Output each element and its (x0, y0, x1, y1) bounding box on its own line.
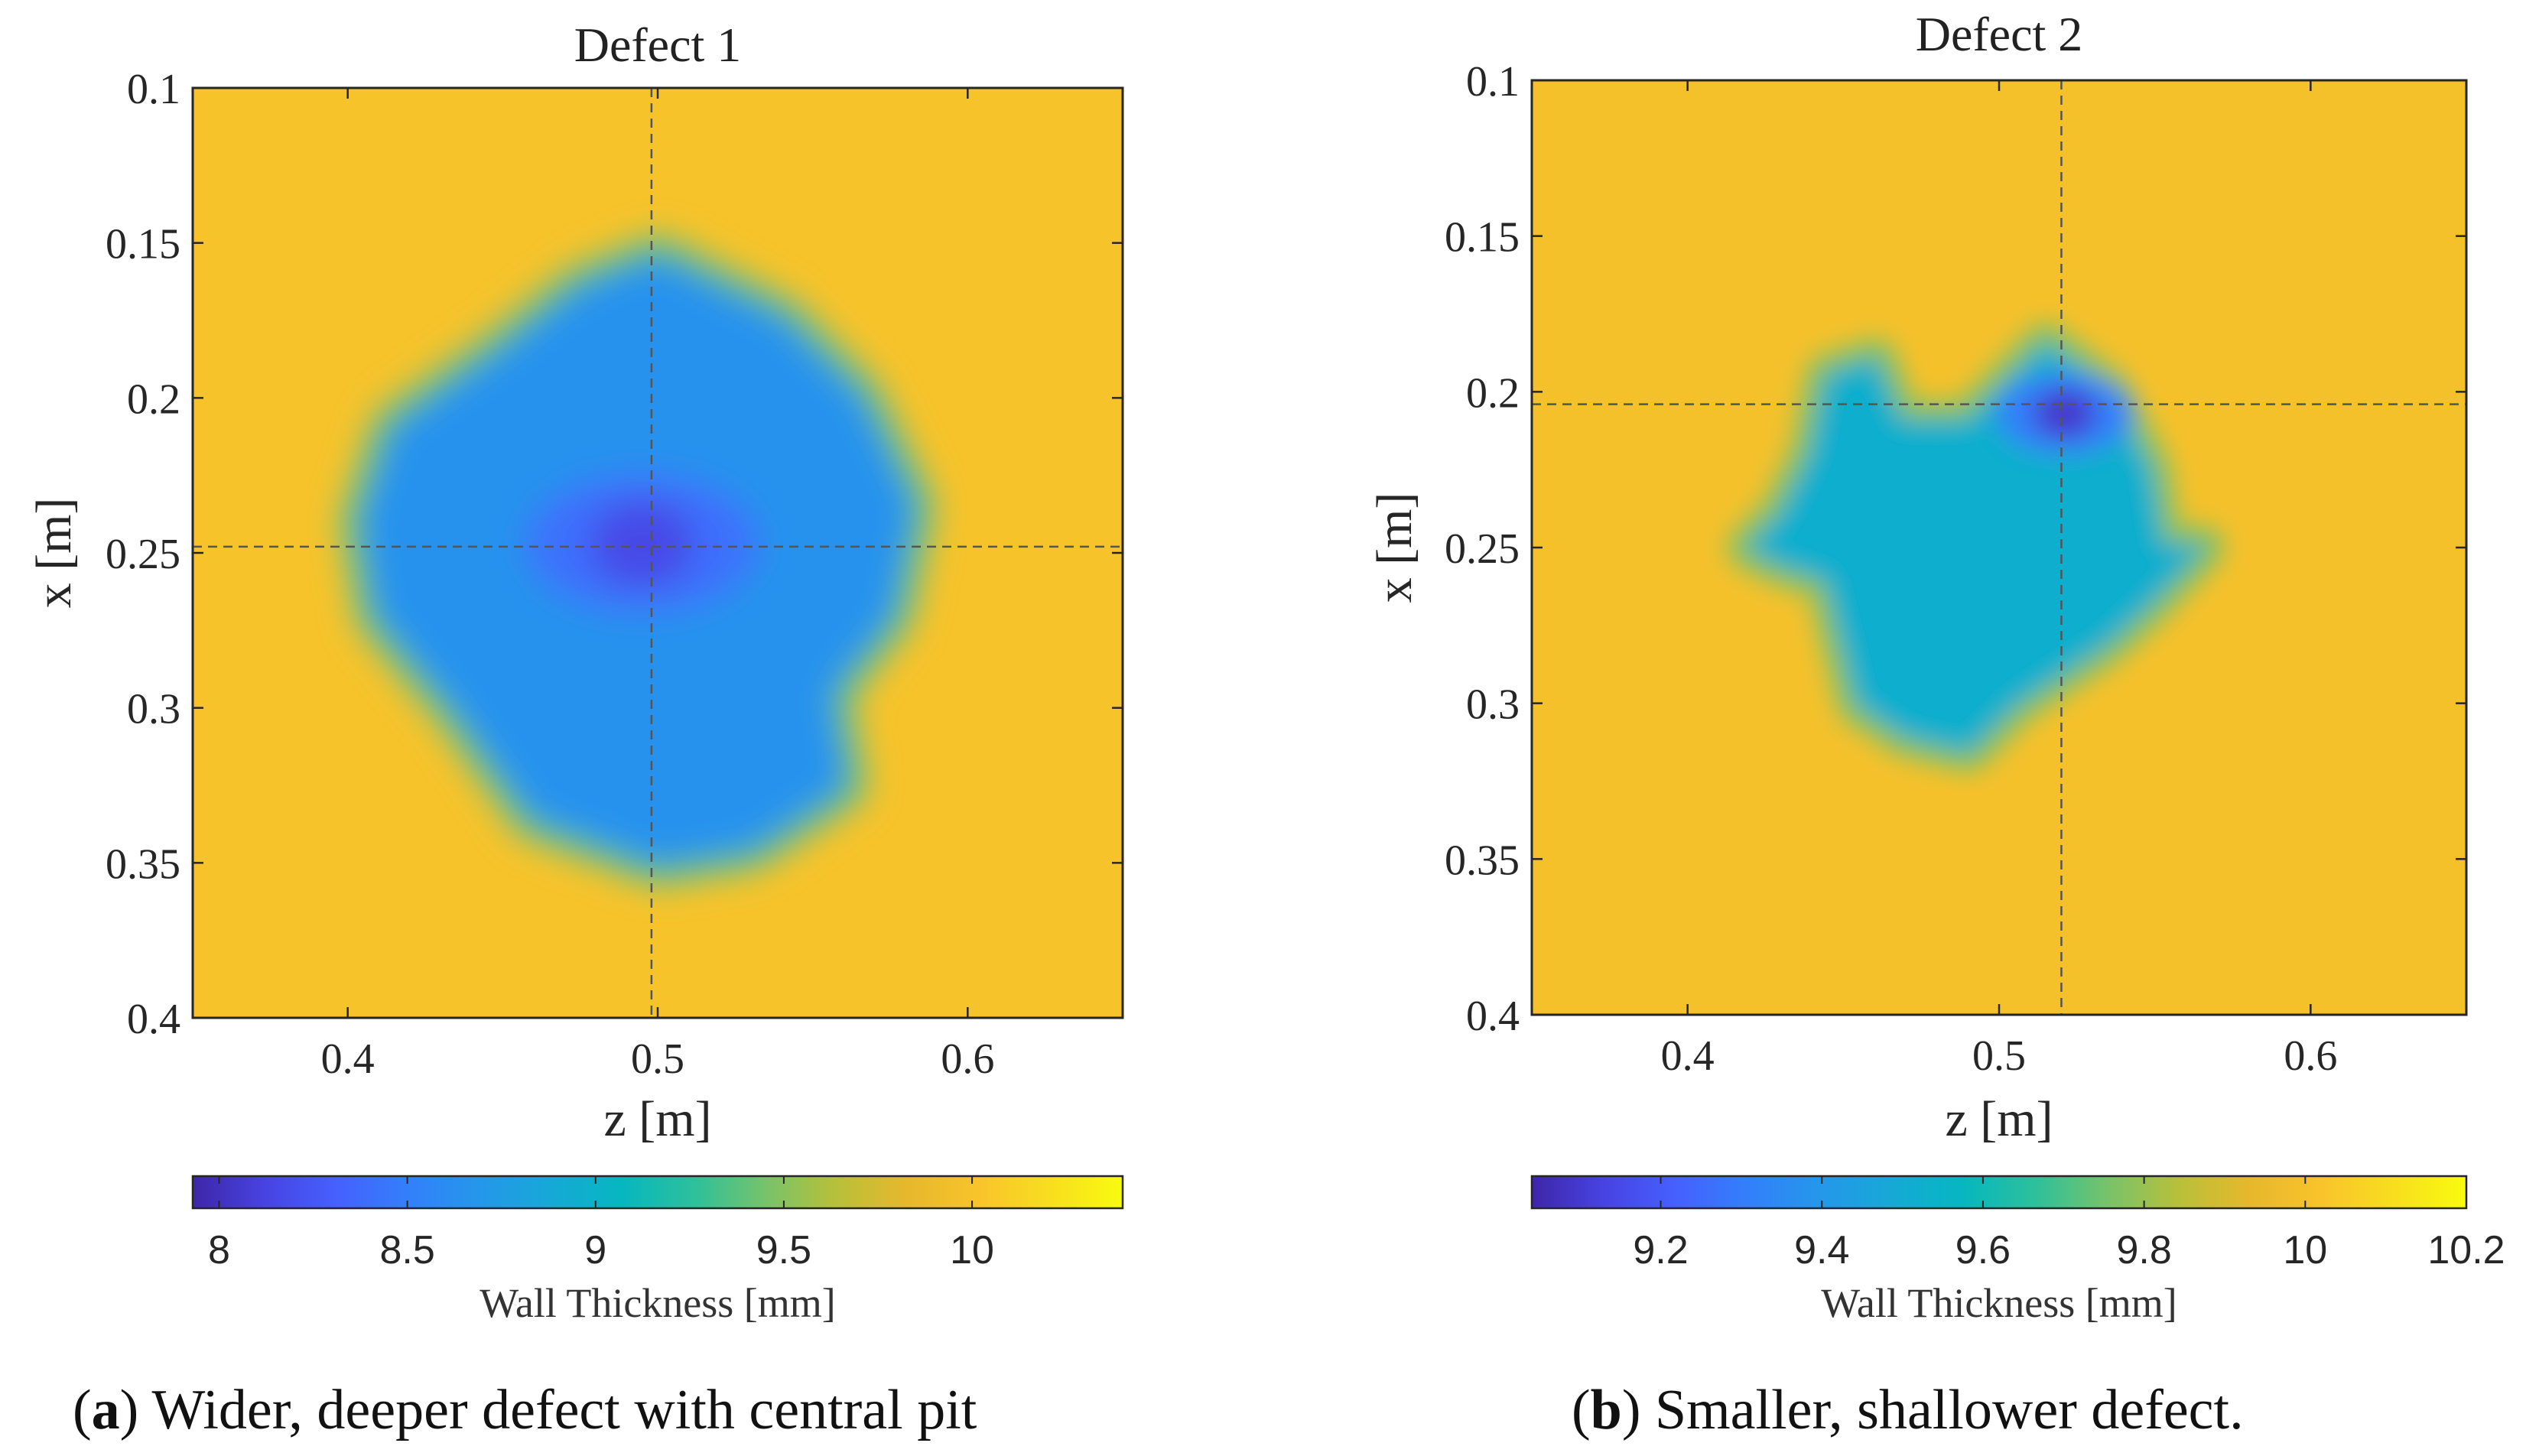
panel-b-ytick-label: 0.2 (1466, 369, 1520, 417)
panel-b-colorbar (1530, 1175, 2468, 1210)
panel-a-heatmap (193, 88, 1123, 1018)
panel-a-ytick-label: 0.25 (106, 531, 180, 578)
panel-b-crosshair (1532, 80, 2466, 1015)
panel-a-cbar-tick-label: 9 (584, 1228, 606, 1272)
panel-a-crosshair (193, 88, 1123, 1018)
panel-a-xtick-label: 0.4 (321, 1035, 375, 1083)
panel-b-ytick-label: 0.1 (1466, 58, 1520, 106)
panel-b-ylabel: x [m] (1367, 492, 1422, 603)
panel-b-ticks: 0.4 0.5 0.6 0.1 0.15 0.2 0.25 0.3 0.35 0.4 (1445, 58, 2466, 1080)
panel-b-heatmap (1532, 80, 2466, 1015)
panel-b-ytick-label: 0.35 (1445, 837, 1520, 884)
panel-a-ytick-label: 0.3 (127, 686, 180, 733)
panel-b-cbar-tick-label: 9.4 (1794, 1228, 1849, 1272)
panel-a-xtick-label: 0.6 (941, 1035, 994, 1083)
panel-b: Defect 2 0.4 0.5 0.60.10.150.20.250.30.350… (1367, 7, 2505, 1441)
panel-b-cbar-tick-label: 10 (2283, 1228, 2327, 1272)
panel-b-xtick-label: 0.5 (1972, 1032, 2026, 1080)
panel-a-cbar-tick-label: 10 (950, 1228, 994, 1272)
panel-a-title: Defect 1 (574, 18, 742, 72)
panel-a-xlabel: z [m] (603, 1091, 711, 1147)
panel-b-pit-core (2033, 388, 2096, 439)
panel-a-caption: (a) Wider, deeper defect with central pi… (73, 1379, 977, 1441)
panel-b-ytick-label: 0.25 (1445, 525, 1520, 573)
panel-b-ytick-label: 0.3 (1466, 681, 1520, 729)
panel-a-colorbar (191, 1175, 1124, 1210)
panel-a-colorbar-ticks: 8 8.5 9 9.5 10 (208, 1176, 994, 1272)
panel-a-ticks: 0.4 0.5 0.6 0.1 0.15 0.2 0.25 0.3 0.35 0.4 (106, 66, 1123, 1083)
panel-b-colorbar-ticks: 9.2 9.4 9.6 9.8 10 10.2 (1633, 1176, 2505, 1272)
panel-b-caption-text: ) Smaller, shallower defect. (1622, 1379, 2244, 1441)
panel-a-ytick-label: 0.2 (127, 375, 180, 423)
panel-b-ytick-label: 0.15 (1445, 214, 1520, 262)
panel-a-caption-label: a (92, 1379, 120, 1441)
panel-a-ytick-label: 0.1 (127, 66, 180, 113)
panel-b-title: Defect 2 (1916, 7, 2083, 61)
panel-a-cbar-tick-label: 8.5 (379, 1228, 434, 1272)
panel-a-ytick-label: 0.4 (127, 996, 180, 1043)
panel-b-cbar-tick-label: 10.2 (2427, 1228, 2505, 1272)
panel-a-cbar-tick-label: 9.5 (756, 1228, 811, 1272)
panel-b-cbar-tick-label: 9.6 (1955, 1228, 2011, 1272)
panel-b-cbar-tick-label: 9.2 (1633, 1228, 1688, 1272)
panel-b-colorbar-label: Wall Thickness [mm] (1821, 1280, 2177, 1326)
panel-a-pit-core (589, 501, 695, 586)
panel-a-ylabel: x [m] (26, 498, 82, 609)
panel-b-xlabel: z [m] (1945, 1091, 2053, 1147)
panel-a-ytick-label: 0.15 (106, 221, 180, 268)
panel-b-ytick-label: 0.4 (1466, 993, 1520, 1040)
panel-a-xtick-label: 0.5 (631, 1035, 684, 1083)
panel-b-cbar-tick-label: 9.8 (2116, 1228, 2171, 1272)
panel-b-caption-label: b (1591, 1379, 1622, 1441)
panel-a-cbar-tick-label: 8 (208, 1228, 230, 1272)
panel-b-caption: (b) Smaller, shallower defect. (1572, 1379, 2244, 1441)
panel-b-xtick-label: 0.4 (1661, 1032, 1715, 1080)
panel-a-ytick-label: 0.35 (106, 840, 180, 888)
panel-b-xtick-label: 0.6 (2284, 1032, 2337, 1080)
panel-a-colorbar-label: Wall Thickness [mm] (480, 1280, 836, 1326)
panel-a-caption-text: ) Wider, deeper defect with central pit (120, 1379, 977, 1441)
panel-a: Defect 1 0.4 0.5 0.60.10.150.20.250.30.350… (26, 18, 1124, 1441)
